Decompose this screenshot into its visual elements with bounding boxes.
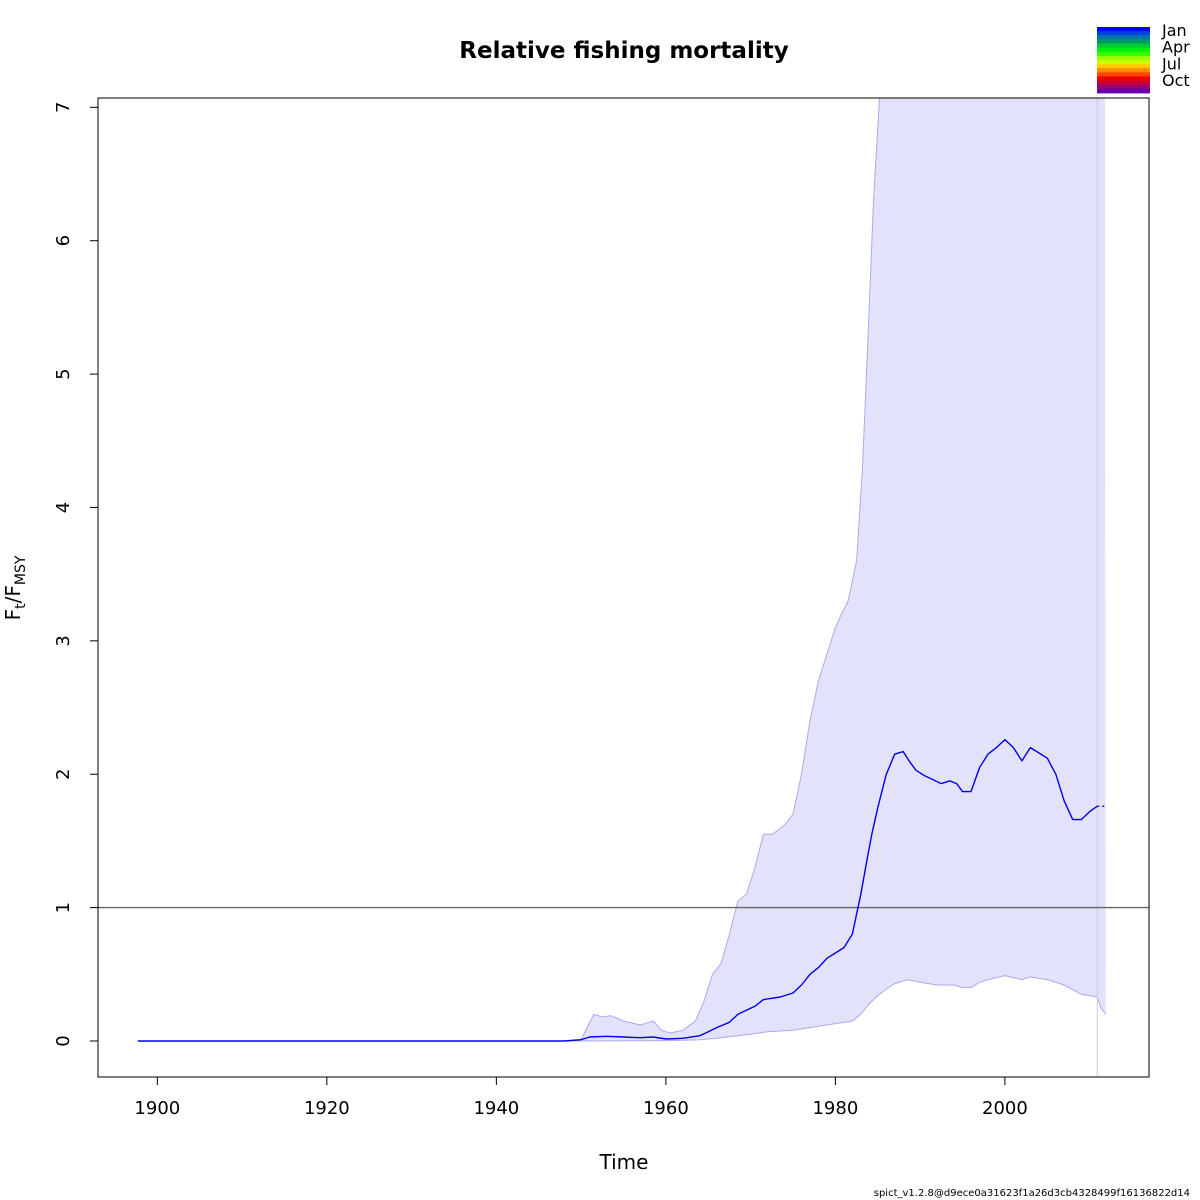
confidence-band [137, 98, 1106, 1041]
y-axis-label-sub2: MSY [13, 555, 29, 585]
y-tick-label: 7 [53, 102, 74, 113]
legend-color-band [1097, 39, 1150, 44]
legend-color-band [1097, 88, 1150, 94]
y-axis-label: Ft/FMSY [1, 555, 29, 620]
legend-color-band [1097, 51, 1150, 57]
legend-color-band [1097, 60, 1150, 65]
x-tick-label: 2000 [982, 1098, 1028, 1119]
y-tick-label: 5 [53, 368, 74, 379]
legend-color-band [1097, 47, 1150, 53]
plot-area [98, 98, 1149, 1077]
y-tick-label: 3 [53, 635, 74, 646]
x-tick-label: 1900 [134, 1098, 180, 1119]
legend-color-band [1097, 35, 1150, 40]
x-tick-label: 1940 [473, 1098, 519, 1119]
ci-lower-line [137, 975, 1107, 1042]
y-axis-label-sep: /F [1, 585, 25, 603]
y-tick-label: 1 [53, 902, 74, 913]
y-tick-label: 2 [53, 769, 74, 780]
legend-color-band [1097, 68, 1150, 73]
x-axis-label: Time [599, 1150, 649, 1174]
legend-color-band [1097, 84, 1150, 90]
plot-content [98, 98, 1149, 1077]
legend-label: Apr [1162, 38, 1190, 57]
legend-color-band [1097, 64, 1150, 69]
x-tick-label: 1920 [304, 1098, 350, 1119]
legend-color-band [1097, 55, 1150, 61]
legend-color-band [1097, 76, 1150, 82]
y-tick-label: 4 [53, 502, 74, 513]
ci-upper-line [137, 98, 883, 1042]
legend-label: Jul [1161, 54, 1181, 73]
y-axis-label-sub1: t [13, 603, 29, 609]
y-tick-label: 6 [53, 235, 74, 246]
legend-label: Oct [1162, 71, 1190, 90]
legend-label: Jan [1161, 21, 1187, 40]
y-axis: 0 1 2 3 4 5 6 7 [53, 102, 99, 1047]
footer-version: spict_v1.2.8@d9ece0a31623f1a26d3cb432849… [874, 1188, 1190, 1199]
estimate-line [137, 738, 1098, 1042]
x-tick-label: 1960 [643, 1098, 689, 1119]
legend-color-band [1097, 72, 1150, 77]
x-axis: 1900 1920 1940 1960 1980 2000 [134, 1076, 1028, 1119]
x-tick-label: 1980 [812, 1098, 858, 1119]
legend-color-band [1097, 43, 1150, 49]
legend-color-band [1097, 31, 1150, 36]
y-tick-label: 0 [53, 1035, 74, 1046]
legend-color-band [1097, 80, 1150, 86]
chart-title: Relative fishing mortality [459, 38, 788, 64]
legend-color-band [1097, 27, 1150, 32]
y-axis-label-main: F [1, 609, 25, 621]
